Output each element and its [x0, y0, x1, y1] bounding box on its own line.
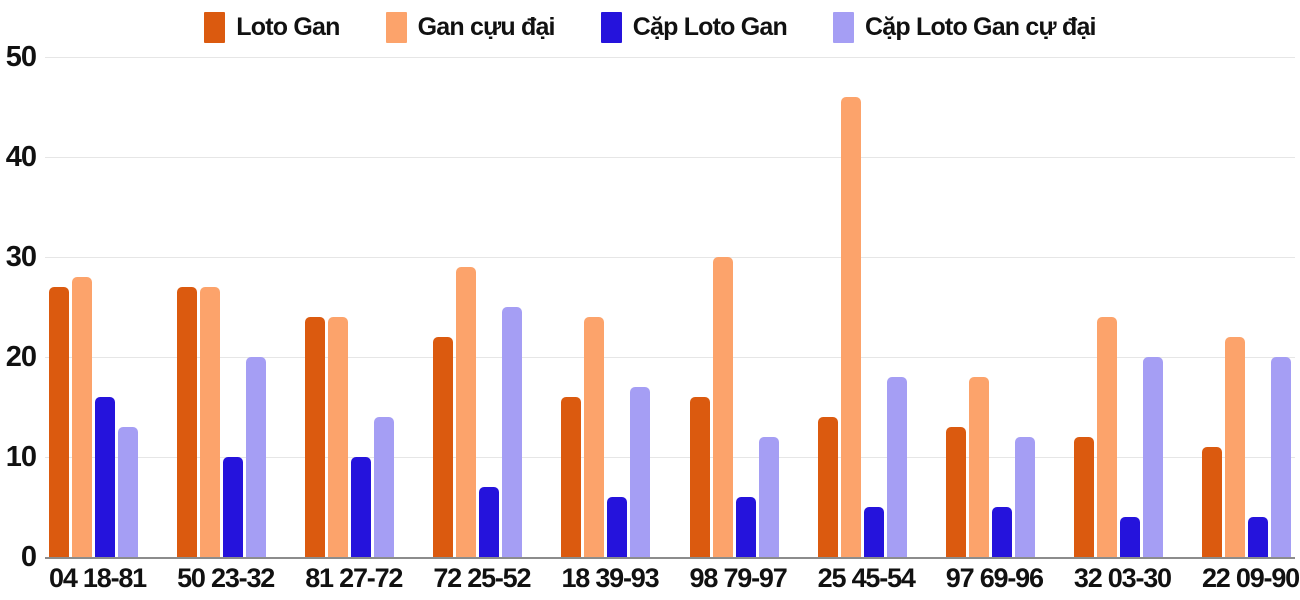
- gridline: [45, 357, 1295, 358]
- bar-loto-gan-1: [177, 287, 198, 557]
- bar-group-1: [177, 287, 267, 557]
- gridline: [45, 57, 1295, 58]
- bar-loto-gan-5: [689, 397, 710, 557]
- bar-cặp-loto-gan-cự-đại-4: [630, 387, 651, 557]
- legend-label: Cặp Loto Gan: [632, 12, 788, 41]
- y-tick-label: 20: [5, 341, 37, 373]
- bar-cặp-loto-gan-8: [1119, 517, 1140, 557]
- gridline: [45, 257, 1295, 258]
- x-tick-label: 25 45-54: [817, 563, 916, 593]
- bar-gan-cựu-đại-3: [456, 267, 477, 557]
- legend-item-2: Cặp Loto Gan: [600, 11, 788, 43]
- chart-legend: Loto Gan Gan cựu đại Cặp Loto Gan Cặp Loto …: [0, 6, 1300, 48]
- legend-item-0: Loto Gan: [204, 11, 340, 43]
- bar-loto-gan-6: [817, 417, 838, 557]
- bar-gan-cựu-đại-2: [328, 317, 349, 557]
- bar-cặp-loto-gan-1: [223, 457, 244, 557]
- bars-layer: [45, 57, 1295, 557]
- bar-group-7: [945, 377, 1035, 557]
- bar-cặp-loto-gan-cự-đại-7: [1014, 437, 1035, 557]
- bar-loto-gan-9: [1201, 447, 1222, 557]
- legend-swatch-icon: [204, 11, 226, 43]
- legend-swatch-icon: [833, 11, 854, 43]
- bar-cặp-loto-gan-cự-đại-5: [758, 437, 779, 557]
- x-tick-label: 97 69-96: [945, 563, 1044, 593]
- bar-group-4: [561, 317, 651, 557]
- bar-group-3: [433, 267, 523, 557]
- bar-gan-cựu-đại-5: [712, 257, 733, 557]
- x-tick-label: 98 79-97: [689, 563, 788, 593]
- gridline: [45, 157, 1295, 158]
- bar-group-9: [1201, 337, 1291, 557]
- x-tick-label: 32 03-30: [1073, 563, 1172, 593]
- bar-cặp-loto-gan-6: [863, 507, 884, 557]
- legend-label: Gan cựu đại: [417, 12, 556, 41]
- y-tick-label: 50: [5, 41, 37, 73]
- bar-cặp-loto-gan-cự-đại-0: [118, 427, 138, 557]
- bar-cặp-loto-gan-7: [991, 507, 1012, 557]
- x-tick-label: 18 39-93: [561, 563, 659, 593]
- bar-cặp-loto-gan-cự-đại-3: [502, 307, 523, 557]
- bar-gan-cựu-đại-8: [1096, 317, 1117, 557]
- bar-gan-cựu-đại-9: [1224, 337, 1245, 557]
- bar-cặp-loto-gan-5: [735, 497, 756, 557]
- x-axis: 04 18-81 50 23-32 81 27-72 72 25-52 18 39-93…: [45, 563, 1300, 594]
- bar-group-0: [49, 277, 138, 557]
- bar-gan-cựu-đại-1: [200, 287, 221, 557]
- bar-loto-gan-2: [305, 317, 326, 557]
- bar-cặp-loto-gan-cự-đại-2: [374, 417, 395, 557]
- y-tick-label: 30: [5, 241, 37, 273]
- legend-item-1: Gan cựu đại: [385, 11, 556, 43]
- bar-loto-gan-7: [945, 427, 966, 557]
- bar-loto-gan-3: [433, 337, 454, 557]
- bar-gan-cựu-đại-7: [968, 377, 989, 557]
- plot-area: [45, 57, 1295, 559]
- bar-cặp-loto-gan-cự-đại-8: [1142, 357, 1163, 557]
- bar-group-8: [1073, 317, 1163, 557]
- y-axis: 0 10 20 30 40 50: [0, 43, 37, 572]
- legend-label: Cặp Loto Gan cự đại: [865, 12, 1097, 41]
- bar-cặp-loto-gan-cự-đại-9: [1270, 357, 1291, 557]
- bar-cặp-loto-gan-9: [1247, 517, 1268, 557]
- bar-gan-cựu-đại-6: [840, 97, 861, 557]
- y-tick-label: 0: [20, 541, 37, 573]
- bar-loto-gan-8: [1073, 437, 1094, 557]
- y-tick-label: 10: [5, 441, 37, 473]
- bar-cặp-loto-gan-3: [479, 487, 500, 557]
- legend-label: Loto Gan: [236, 12, 340, 41]
- bar-gan-cựu-đại-0: [72, 277, 92, 557]
- legend-swatch-icon: [600, 11, 622, 43]
- x-tick-label: 81 27-72: [305, 563, 403, 593]
- bar-cặp-loto-gan-cự-đại-1: [246, 357, 267, 557]
- bar-group-5: [689, 257, 779, 557]
- bar-group-2: [305, 317, 395, 557]
- gridline: [45, 457, 1295, 458]
- bar-cặp-loto-gan-2: [351, 457, 372, 557]
- y-tick-label: 40: [5, 141, 37, 173]
- bar-cặp-loto-gan-0: [95, 397, 115, 557]
- bar-loto-gan-0: [49, 287, 69, 557]
- bar-cặp-loto-gan-4: [607, 497, 628, 557]
- x-tick-label: 50 23-32: [177, 563, 275, 593]
- bar-cặp-loto-gan-cự-đại-6: [886, 377, 907, 557]
- bar-gan-cựu-đại-4: [584, 317, 605, 557]
- x-tick-label: 22 09-90: [1201, 563, 1300, 593]
- bar-group-6: [817, 97, 907, 557]
- x-tick-label: 04 18-81: [49, 563, 147, 593]
- bar-loto-gan-4: [561, 397, 582, 557]
- x-tick-label: 72 25-52: [433, 563, 531, 593]
- legend-item-3: Cặp Loto Gan cự đại: [833, 11, 1097, 43]
- legend-swatch-icon: [385, 11, 407, 43]
